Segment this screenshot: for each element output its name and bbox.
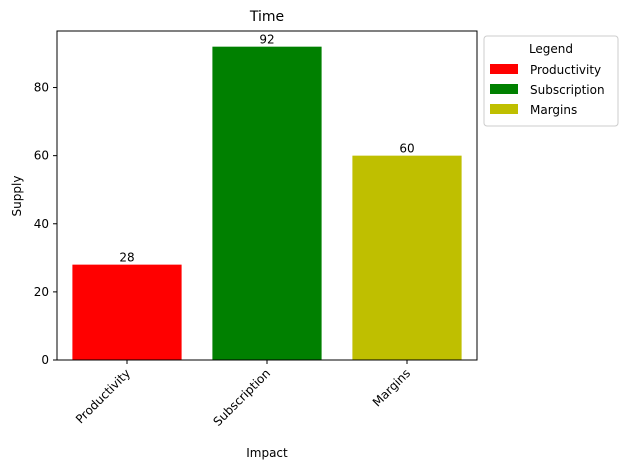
x-axis: Productivity Subscription Margins bbox=[73, 360, 413, 429]
y-tick-label: 0 bbox=[41, 353, 49, 367]
bars bbox=[72, 47, 461, 360]
legend-swatch bbox=[490, 64, 518, 74]
bar-productivity bbox=[72, 265, 181, 360]
bar-value-label: 92 bbox=[259, 33, 274, 47]
legend-entry-label: Subscription bbox=[530, 83, 605, 97]
chart-title: Time bbox=[249, 9, 284, 25]
bar-subscription bbox=[212, 47, 321, 360]
bar-value-label: 28 bbox=[119, 251, 134, 265]
y-tick-label: 80 bbox=[34, 81, 49, 95]
y-tick-label: 60 bbox=[34, 149, 49, 163]
legend-swatch bbox=[490, 104, 518, 114]
y-axis: 0 20 40 60 80 bbox=[34, 81, 57, 367]
y-tick-label: 40 bbox=[34, 217, 49, 231]
y-tick-label: 20 bbox=[34, 285, 49, 299]
x-tick-label: Subscription bbox=[210, 366, 273, 429]
legend-title: Legend bbox=[529, 42, 573, 56]
legend: Legend Productivity Subscription Margins bbox=[484, 36, 618, 126]
x-axis-label: Impact bbox=[246, 446, 288, 460]
legend-entry-label: Margins bbox=[530, 103, 577, 117]
y-axis-label: Supply bbox=[10, 176, 24, 217]
legend-entry-label: Productivity bbox=[530, 63, 601, 77]
x-tick-label: Productivity bbox=[73, 366, 133, 426]
bar-margins bbox=[352, 156, 461, 360]
legend-swatch bbox=[490, 84, 518, 94]
bar-value-label: 60 bbox=[399, 142, 414, 156]
x-tick-label: Margins bbox=[370, 366, 413, 409]
